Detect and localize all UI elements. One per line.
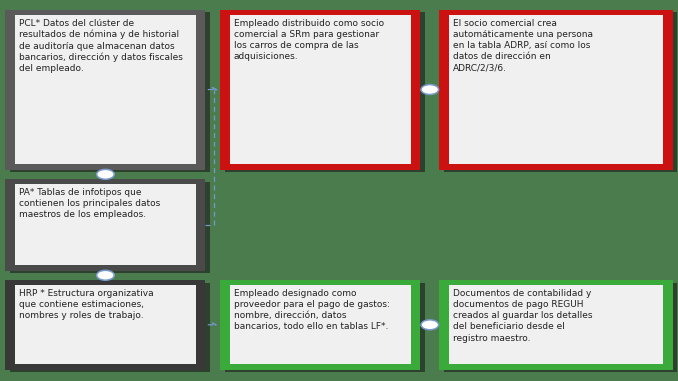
FancyBboxPatch shape xyxy=(5,280,205,370)
FancyBboxPatch shape xyxy=(230,15,411,164)
Text: Empleado designado como
proveedor para el pago de gastos:
nombre, dirección, dat: Empleado designado como proveedor para e… xyxy=(234,289,390,331)
FancyBboxPatch shape xyxy=(444,12,677,172)
FancyBboxPatch shape xyxy=(444,283,677,372)
FancyBboxPatch shape xyxy=(15,285,196,364)
Text: Empleado distribuido como socio
comercial a SRm para gestionar
los carros de com: Empleado distribuido como socio comercia… xyxy=(234,19,384,61)
FancyBboxPatch shape xyxy=(449,285,663,364)
FancyBboxPatch shape xyxy=(225,12,425,172)
Text: HRP * Estructura organizativa
que contiene estimaciones,
nombres y roles de trab: HRP * Estructura organizativa que contie… xyxy=(19,289,154,320)
FancyBboxPatch shape xyxy=(15,184,196,265)
FancyBboxPatch shape xyxy=(230,285,411,364)
Text: El socio comercial crea
automáticamente una persona
en la tabla ADRP, así como l: El socio comercial crea automáticamente … xyxy=(453,19,593,72)
FancyBboxPatch shape xyxy=(5,10,205,170)
Circle shape xyxy=(421,320,439,330)
FancyBboxPatch shape xyxy=(449,15,663,164)
Text: Documentos de contabilidad y
documentos de pago REGUH
creados al guardar los det: Documentos de contabilidad y documentos … xyxy=(453,289,593,343)
FancyBboxPatch shape xyxy=(5,179,205,271)
FancyBboxPatch shape xyxy=(220,280,420,370)
FancyBboxPatch shape xyxy=(10,182,210,273)
Circle shape xyxy=(421,85,439,94)
FancyBboxPatch shape xyxy=(225,283,425,372)
Text: PA* Tablas de infotipos que
contienen los principales datos
maestros de los empl: PA* Tablas de infotipos que contienen lo… xyxy=(19,188,160,219)
Circle shape xyxy=(97,169,114,179)
FancyBboxPatch shape xyxy=(10,12,210,172)
FancyBboxPatch shape xyxy=(439,10,673,170)
FancyBboxPatch shape xyxy=(15,15,196,164)
Circle shape xyxy=(97,271,114,280)
Text: PCL* Datos del clúster de
resultados de nómina y de historial
de auditoría que a: PCL* Datos del clúster de resultados de … xyxy=(19,19,183,74)
FancyBboxPatch shape xyxy=(220,10,420,170)
FancyBboxPatch shape xyxy=(439,280,673,370)
FancyBboxPatch shape xyxy=(10,283,210,372)
